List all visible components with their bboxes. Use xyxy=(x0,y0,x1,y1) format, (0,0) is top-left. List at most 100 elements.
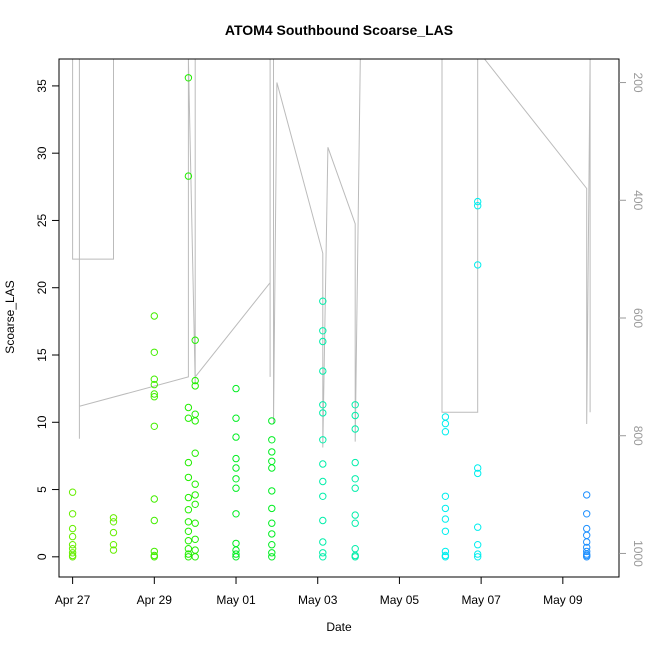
data-point xyxy=(184,545,193,553)
data-point xyxy=(109,528,118,537)
chart-title: ATOM4 Southbound Scoarse_LAS xyxy=(225,22,453,38)
y-tick-label: 15 xyxy=(35,348,49,362)
data-point xyxy=(268,457,276,465)
data-point xyxy=(319,516,327,525)
data-point xyxy=(150,553,159,561)
data-point xyxy=(150,375,159,383)
points-layer xyxy=(68,74,591,561)
y-axis-label: Scoarse_LAS xyxy=(3,280,17,353)
data-point xyxy=(268,519,276,527)
x-axis-label: Date xyxy=(326,620,352,634)
data-point xyxy=(184,527,193,535)
data-point xyxy=(184,506,193,514)
data-point xyxy=(191,546,199,554)
data-point xyxy=(474,469,482,478)
right-tick-label: 400 xyxy=(631,190,645,210)
data-point xyxy=(441,504,450,513)
data-point xyxy=(232,454,240,463)
secondary-line xyxy=(72,58,591,448)
data-point xyxy=(191,500,199,508)
data-point xyxy=(232,539,240,548)
data-point xyxy=(319,436,327,444)
data-point xyxy=(150,495,159,503)
data-point xyxy=(184,414,193,422)
x-tick-label: May 03 xyxy=(298,593,338,607)
data-point xyxy=(268,541,276,549)
data-point xyxy=(319,549,327,557)
data-point xyxy=(232,475,240,483)
data-point xyxy=(191,382,199,390)
data-point xyxy=(150,393,159,401)
data-point xyxy=(232,384,240,393)
data-point xyxy=(268,530,276,538)
data-point xyxy=(109,541,118,549)
data-point xyxy=(150,312,159,320)
data-point xyxy=(109,546,118,554)
data-point xyxy=(191,410,199,418)
data-point xyxy=(268,448,276,456)
data-point xyxy=(184,473,193,482)
right-tick-label: 200 xyxy=(631,73,645,93)
data-point xyxy=(319,492,327,500)
data-point xyxy=(191,480,199,488)
data-point xyxy=(184,172,193,180)
y-tick-label: 25 xyxy=(35,213,49,227)
y-tick-label: 30 xyxy=(35,146,49,160)
data-point xyxy=(68,532,77,541)
data-point xyxy=(191,519,199,527)
data-point xyxy=(351,458,359,467)
data-point xyxy=(441,527,450,535)
x-tick-label: Apr 27 xyxy=(55,593,91,607)
data-point xyxy=(319,553,327,561)
data-point xyxy=(109,518,118,526)
data-point xyxy=(351,484,359,492)
data-point xyxy=(583,491,591,499)
x-tick-label: May 01 xyxy=(216,593,256,607)
data-point xyxy=(68,488,77,496)
data-point xyxy=(232,510,240,518)
data-point xyxy=(441,547,450,556)
data-point xyxy=(150,380,159,389)
data-point xyxy=(191,417,199,425)
y-tick-label: 20 xyxy=(35,281,49,295)
data-point xyxy=(184,403,193,412)
data-point xyxy=(232,484,240,492)
data-point xyxy=(150,390,159,398)
data-point xyxy=(474,523,482,531)
data-point xyxy=(319,538,327,546)
data-point xyxy=(68,541,77,549)
data-point xyxy=(474,202,482,210)
data-point xyxy=(351,553,359,561)
right-tick-label: 800 xyxy=(631,426,645,446)
y-tick-label: 5 xyxy=(35,486,49,493)
y-tick-label: 10 xyxy=(35,415,49,429)
data-point xyxy=(191,535,199,543)
data-point xyxy=(351,519,359,527)
x-tick-label: Apr 29 xyxy=(137,593,173,607)
data-point xyxy=(191,491,199,499)
right-tick-label: 1000 xyxy=(631,540,645,567)
data-point xyxy=(150,547,159,556)
data-point xyxy=(268,487,276,495)
data-point xyxy=(583,553,591,561)
data-point xyxy=(150,422,159,430)
plot-frame xyxy=(58,58,620,578)
data-point xyxy=(268,504,276,513)
data-point xyxy=(441,428,450,436)
data-point xyxy=(351,411,359,420)
data-point xyxy=(351,545,359,553)
x-tick-label: May 09 xyxy=(543,593,583,607)
data-point xyxy=(268,549,276,557)
data-point xyxy=(150,348,159,356)
data-point xyxy=(232,553,240,561)
data-point xyxy=(351,511,359,519)
data-point xyxy=(232,464,240,472)
data-point xyxy=(191,449,199,457)
data-point xyxy=(441,515,450,523)
data-point xyxy=(268,464,276,472)
data-point xyxy=(583,524,591,533)
secondary-line-layer xyxy=(72,58,591,448)
data-point xyxy=(184,74,193,82)
right-tick-label: 600 xyxy=(631,308,645,328)
